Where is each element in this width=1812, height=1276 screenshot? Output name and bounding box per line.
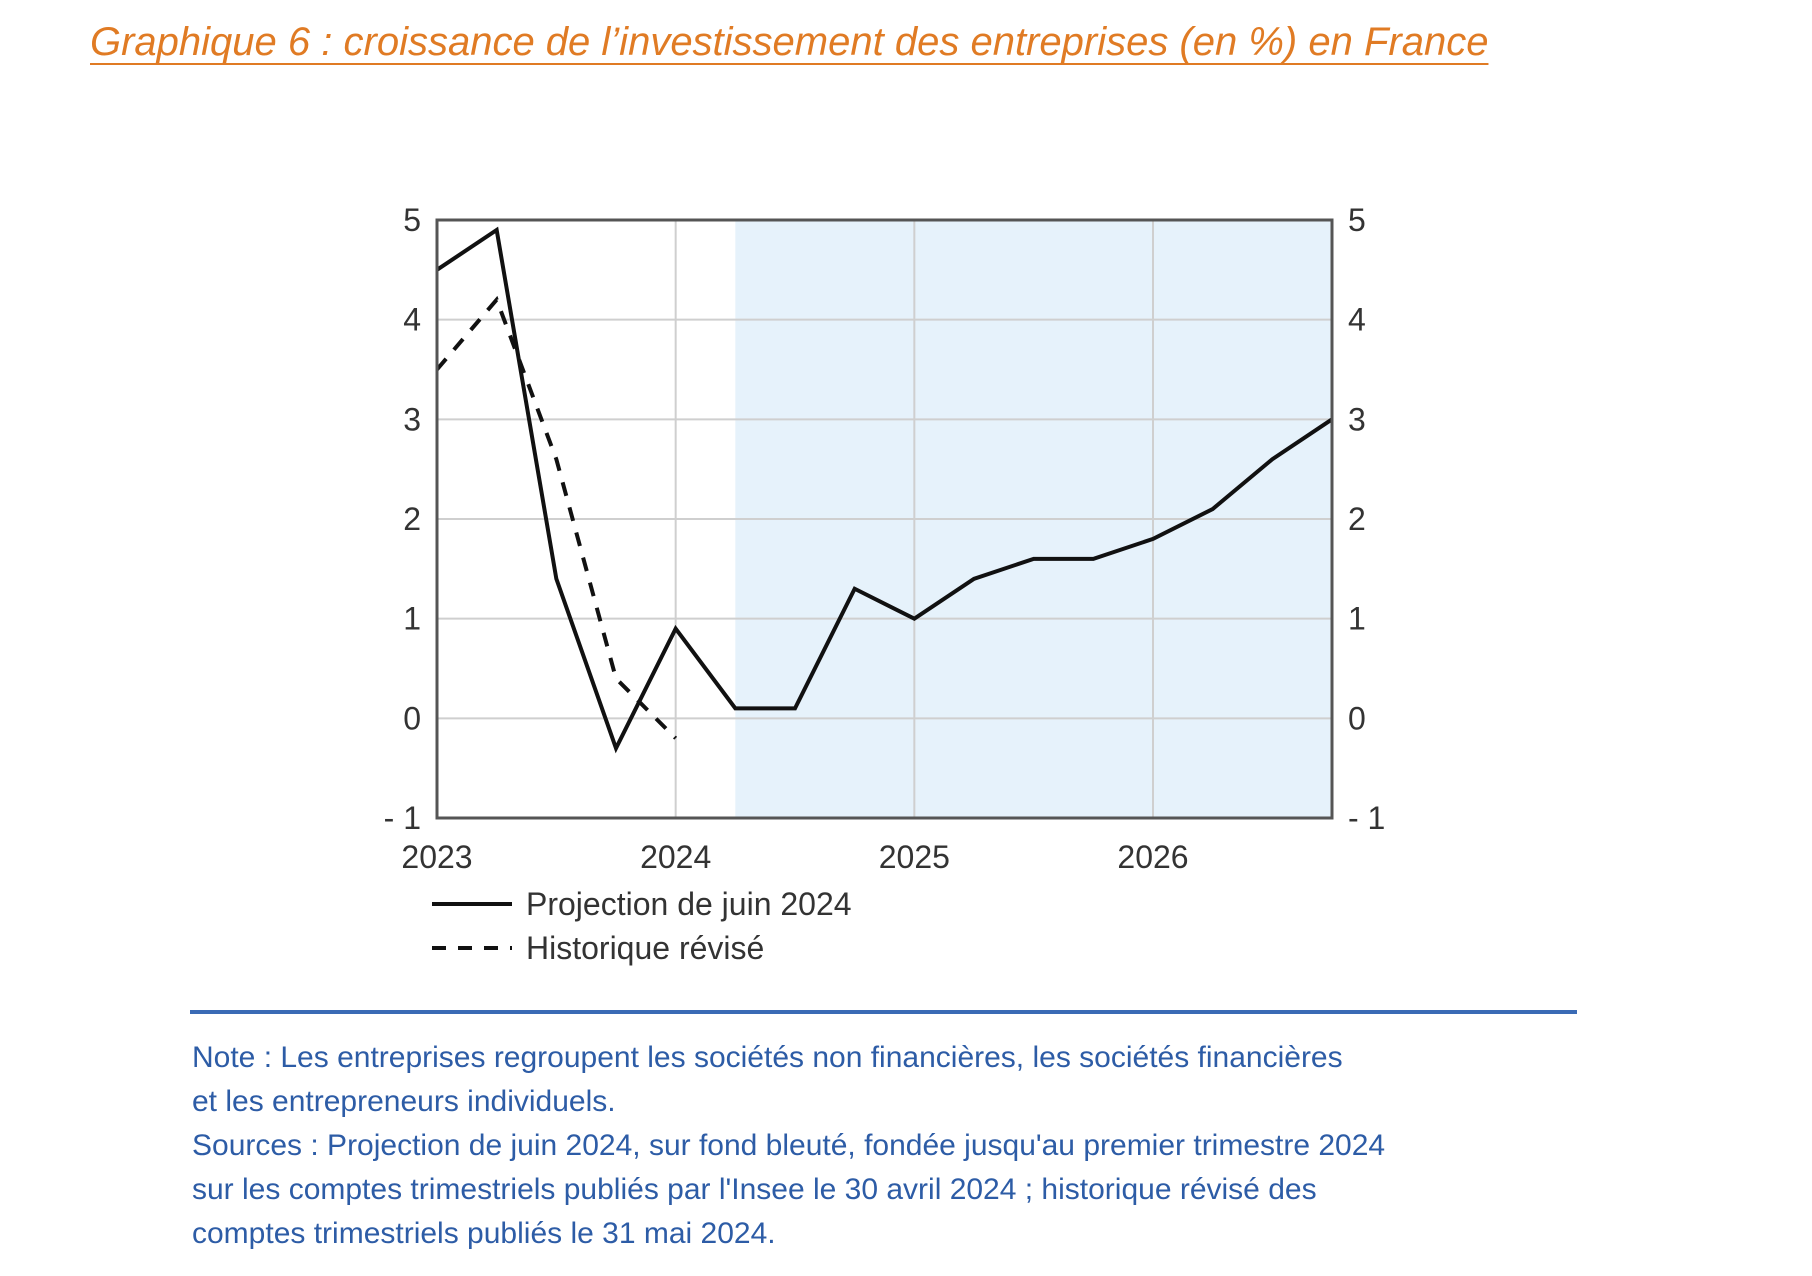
y-tick-label-right: - 1 <box>1348 800 1385 836</box>
legend-label: Projection de juin 2024 <box>526 886 852 922</box>
series-layer <box>435 226 1334 754</box>
x-tick-label: 2025 <box>879 839 950 875</box>
sources-line-1: Sources : Projection de juin 2024, sur f… <box>192 1129 1386 1162</box>
y-tick-label-right: 0 <box>1348 700 1366 736</box>
series-line-projection-juin-2024 <box>435 226 1334 754</box>
x-tick-label: 2024 <box>640 839 711 875</box>
x-tick-label: 2026 <box>1117 839 1188 875</box>
axis-ticks: - 1 - 1 0 0 1 1 2 2 3 3 4 4 5 5 2023 2024 2025 2026 <box>384 202 1386 875</box>
y-tick-label-left: 1 <box>403 601 421 637</box>
line-chart: - 1 - 1 0 0 1 1 2 2 3 3 4 4 5 5 2023 2024 2025 2026 Proje… <box>384 202 1386 966</box>
y-tick-label-left: 3 <box>403 401 421 437</box>
grid <box>437 220 1332 818</box>
plot-frame <box>435 218 1334 820</box>
note-line-2: et les entrepreneurs individuels. <box>192 1085 616 1118</box>
legend: Projection de juin 2024 Historique révisé <box>432 886 852 966</box>
legend-label: Historique révisé <box>526 930 764 966</box>
sources-line-3: comptes trimestriels publiés le 31 mai 2… <box>192 1217 776 1250</box>
note-line-1: Note : Les entreprises regroupent les so… <box>192 1041 1343 1074</box>
y-tick-label-left: 0 <box>403 700 421 736</box>
y-tick-label-right: 1 <box>1348 601 1366 637</box>
sources-line-2: sur les comptes trimestriels publiés par… <box>192 1173 1317 1206</box>
y-tick-label-left: 5 <box>403 202 421 238</box>
y-tick-label-left: - 1 <box>384 800 421 836</box>
y-tick-label-right: 5 <box>1348 202 1366 238</box>
y-tick-label-left: 2 <box>403 501 421 537</box>
x-tick-label: 2023 <box>401 839 472 875</box>
note-block: Note : Les entreprises regroupent les so… <box>192 1036 1592 1256</box>
y-tick-label-right: 2 <box>1348 501 1366 537</box>
y-tick-label-right: 3 <box>1348 401 1366 437</box>
y-tick-label-right: 4 <box>1348 302 1366 338</box>
y-tick-label-left: 4 <box>403 302 421 338</box>
chart-title: Graphique 6 : croissance de l’investisse… <box>90 20 1489 64</box>
separator-rule <box>190 1010 1577 1014</box>
